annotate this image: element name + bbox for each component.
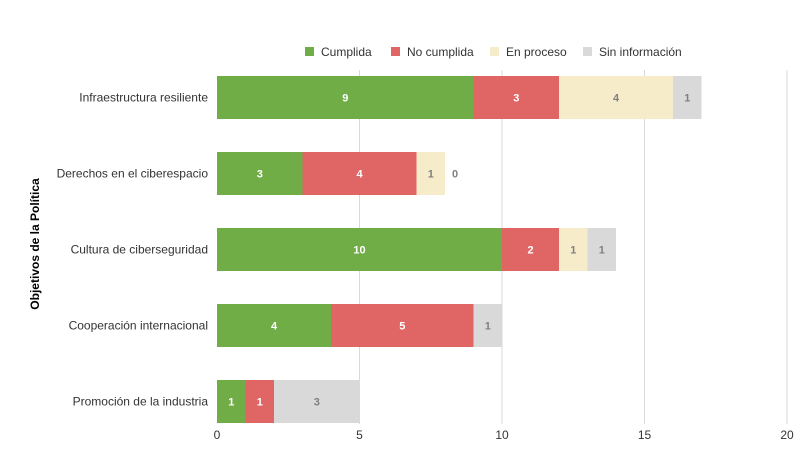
category-label: Cultura de ciberseguridad — [71, 243, 208, 257]
data-label: 3 — [257, 169, 263, 181]
data-label: 1 — [684, 93, 690, 105]
x-tick-label: 15 — [638, 428, 652, 442]
data-label: 1 — [428, 169, 434, 181]
bar-segment — [302, 152, 417, 195]
x-axis-ticks: 0 5 10 15 20 — [214, 428, 794, 442]
bar-segment — [502, 228, 559, 271]
legend-swatch — [583, 47, 592, 56]
legend-label: Cumplida — [321, 45, 372, 59]
category-label: Derechos en el ciberespacio — [57, 167, 209, 181]
category-label: Promoción de la industria — [73, 395, 209, 409]
data-label: 1 — [257, 397, 263, 409]
bars: 934134101021145011103 — [217, 76, 702, 423]
data-label: 10 — [353, 245, 365, 257]
data-label: 3 — [314, 397, 320, 409]
bar-segment — [331, 304, 474, 347]
data-label: 2 — [527, 245, 533, 257]
x-tick-label: 10 — [495, 428, 509, 442]
data-label: 9 — [342, 93, 348, 105]
bar-segment — [587, 228, 616, 271]
data-label: 4 — [356, 169, 363, 181]
legend-label: En proceso — [506, 45, 567, 59]
category-label: Cooperación internacional — [69, 319, 208, 333]
bar-segment — [217, 304, 331, 347]
legend-swatch — [305, 47, 314, 56]
bar-segment — [245, 380, 274, 423]
legend-swatch — [490, 47, 499, 56]
legend-swatch — [391, 47, 400, 56]
bar-segment — [217, 380, 246, 423]
data-label: 3 — [513, 93, 519, 105]
legend-label: Sin información — [599, 45, 682, 59]
bar-segment — [217, 152, 303, 195]
data-label: 1 — [570, 245, 576, 257]
bar-segment — [274, 380, 360, 423]
bar-segment — [217, 228, 502, 271]
bar-segment — [559, 76, 673, 119]
data-label: 1 — [485, 321, 491, 333]
data-label: 4 — [613, 93, 620, 105]
data-label: 1 — [599, 245, 605, 257]
legend-label: No cumplida — [407, 45, 474, 59]
data-label: 0 — [452, 169, 458, 181]
bar-segment — [473, 304, 502, 347]
data-label: 5 — [399, 321, 405, 333]
bar-segment — [416, 152, 445, 195]
bar-segment — [217, 76, 474, 119]
data-label: 1 — [228, 397, 234, 409]
data-label: 4 — [271, 321, 278, 333]
category-labels: Infraestructura resiliente Derechos en el… — [57, 91, 209, 409]
x-tick-label: 5 — [356, 428, 363, 442]
x-tick-label: 0 — [214, 428, 221, 442]
bar-segment — [559, 228, 588, 271]
y-axis-label: Objetivos de la Política — [28, 178, 42, 310]
category-label: Infraestructura resiliente — [79, 91, 208, 105]
bar-segment — [473, 76, 559, 119]
x-tick-label: 20 — [780, 428, 794, 442]
bar-segment — [673, 76, 702, 119]
legend: Cumplida No cumplida En proceso Sin informa… — [305, 45, 682, 59]
